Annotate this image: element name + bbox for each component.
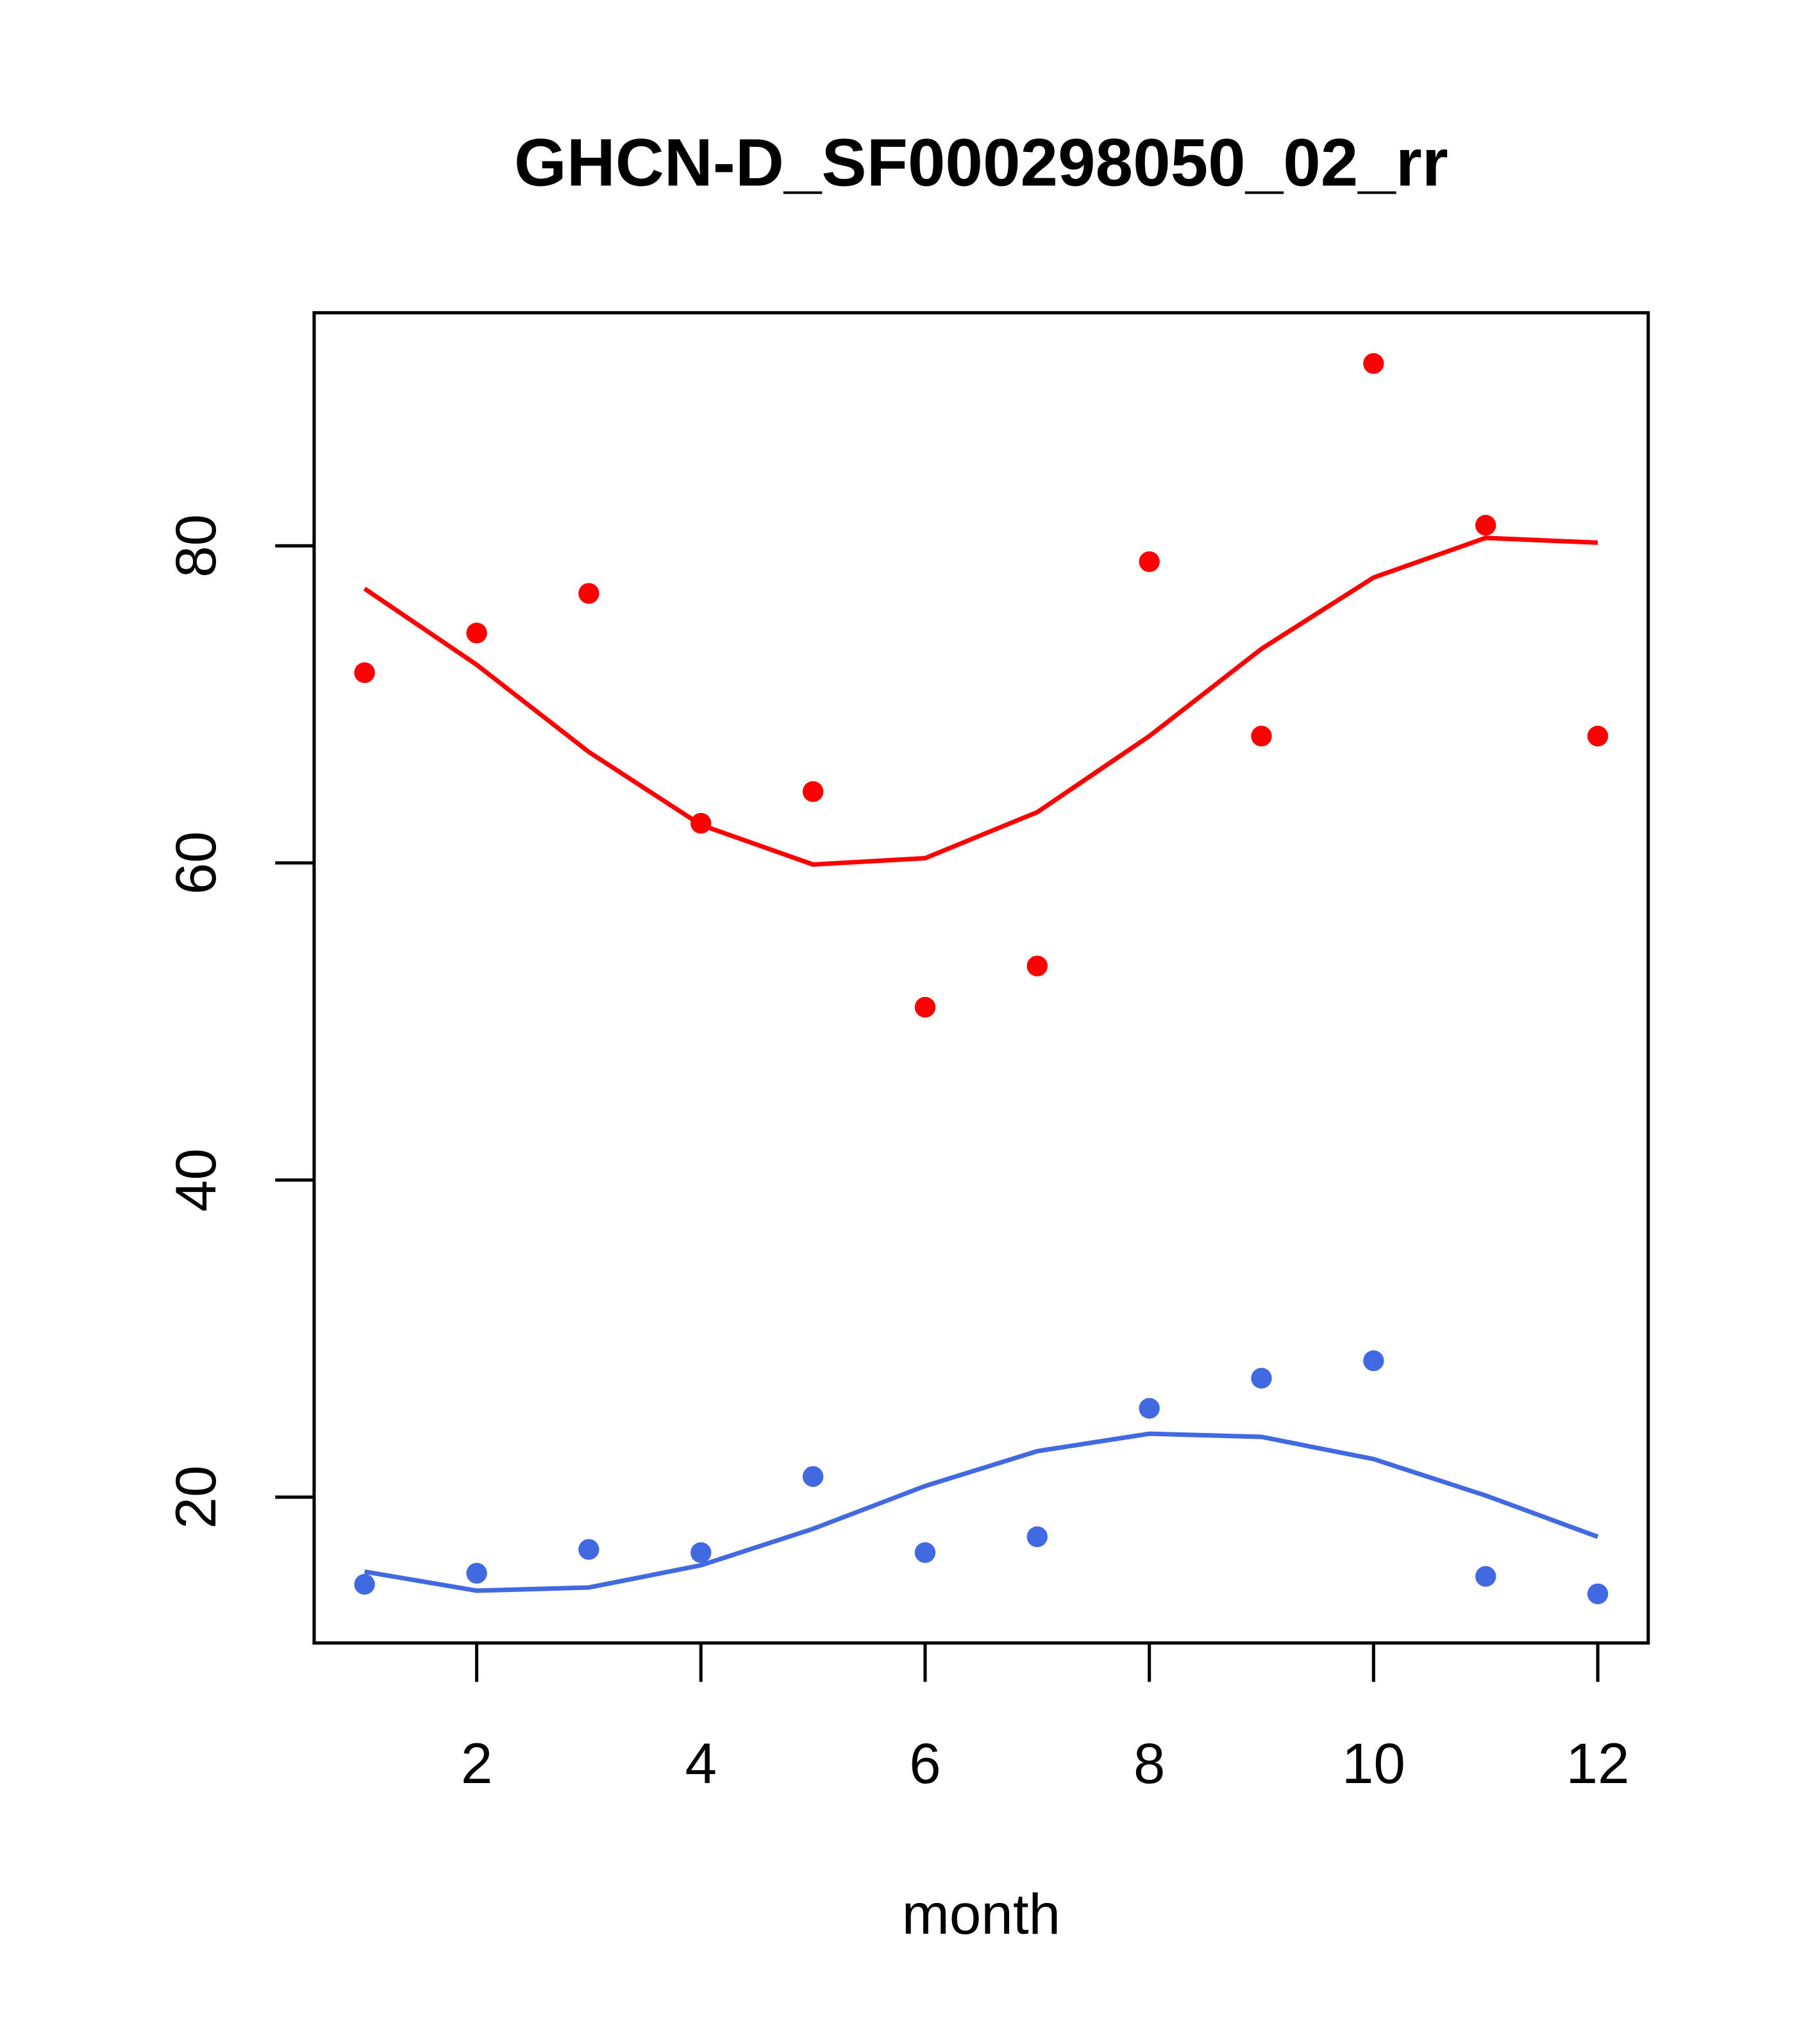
data-point [578, 1539, 599, 1560]
data-point [1026, 1526, 1048, 1548]
data-point [802, 781, 824, 802]
data-point [578, 583, 599, 604]
plot-frame [312, 311, 1650, 1645]
series-line [363, 535, 1598, 867]
data-point [802, 1466, 824, 1487]
data-point [1587, 1583, 1609, 1605]
data-point [1251, 1368, 1272, 1389]
x-tick-label: 4 [685, 1731, 717, 1795]
data-point [1363, 1350, 1384, 1371]
data-point [691, 1542, 712, 1563]
y-axis: 20 40 60 80 [163, 514, 314, 1529]
data-point [1363, 353, 1384, 374]
data-point [914, 1542, 936, 1563]
x-tick-label: 2 [461, 1731, 493, 1795]
chart-title: GHCN-D_SF000298050_02_rr [514, 125, 1448, 200]
data-point [466, 623, 487, 644]
data-point [1475, 514, 1496, 536]
data-point [1587, 725, 1609, 747]
data-point [1139, 1398, 1160, 1419]
y-tick-label: 60 [163, 831, 228, 894]
series-line [364, 1431, 1599, 1593]
plot-marks [354, 353, 1609, 1605]
y-tick-label: 20 [163, 1466, 228, 1529]
x-tick-label: 8 [1134, 1731, 1166, 1795]
x-axis: 2 4 6 8 10 12 [461, 1643, 1630, 1795]
x-tick-label: 6 [909, 1731, 941, 1795]
x-axis-label: month [902, 1882, 1061, 1946]
data-point [1026, 955, 1048, 976]
y-tick-label: 40 [163, 1148, 228, 1212]
data-point [354, 662, 375, 683]
data-point [466, 1562, 487, 1584]
data-point [914, 996, 936, 1018]
data-point [1139, 551, 1160, 573]
x-tick-label: 12 [1566, 1731, 1630, 1795]
data-point [1251, 725, 1272, 747]
data-point [1475, 1566, 1496, 1587]
y-tick-label: 80 [163, 514, 228, 578]
x-tick-label: 10 [1342, 1731, 1405, 1795]
data-point [354, 1573, 375, 1595]
